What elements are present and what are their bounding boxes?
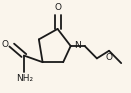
Text: NH₂: NH₂ [17, 74, 34, 83]
Text: O: O [106, 53, 113, 62]
Text: O: O [54, 3, 61, 12]
Text: N: N [74, 41, 80, 50]
Text: O: O [2, 40, 9, 49]
